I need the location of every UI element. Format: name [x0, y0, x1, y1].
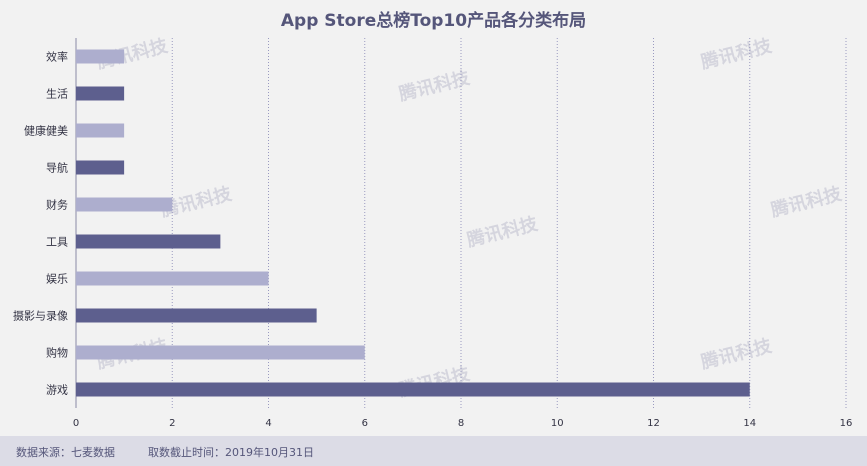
- bar: [76, 197, 173, 212]
- date-note: 取数截止时间：2019年10月31日: [148, 446, 314, 459]
- bar: [76, 160, 125, 175]
- category-label: 摄影与录像: [13, 309, 68, 323]
- bars: [76, 49, 750, 397]
- bar: [76, 345, 365, 360]
- category-label: 游戏: [46, 384, 68, 397]
- x-tick-label: 10: [551, 418, 564, 429]
- bar: [76, 308, 317, 323]
- x-tick-label: 12: [647, 418, 660, 429]
- bar: [76, 86, 125, 101]
- category-label: 娱乐: [46, 272, 68, 286]
- bar: [76, 49, 125, 64]
- chart-title: App Store总榜Top10产品各分类布局: [280, 11, 587, 31]
- x-tick-label: 0: [73, 418, 79, 429]
- category-label: 购物: [46, 346, 68, 360]
- x-tick-label: 6: [362, 418, 368, 429]
- bar: [76, 271, 269, 286]
- category-label: 工具: [46, 236, 68, 249]
- x-tick-label: 16: [840, 418, 853, 429]
- x-tick-labels: 0 2 4 6 8 10 12 14 16: [73, 418, 853, 429]
- bar: [76, 234, 221, 249]
- category-label: 导航: [46, 161, 68, 175]
- bar: [76, 382, 750, 397]
- x-tick-label: 14: [743, 418, 756, 429]
- x-tick-label: 4: [265, 418, 271, 429]
- category-label: 财务: [46, 198, 68, 212]
- category-label: 生活: [46, 87, 68, 101]
- bar: [76, 123, 125, 138]
- x-tick-label: 2: [169, 418, 175, 429]
- source-note: 数据来源：七麦数据: [16, 446, 115, 459]
- category-label: 效率: [46, 50, 68, 64]
- footer: 数据来源：七麦数据 取数截止时间：2019年10月31日: [0, 436, 867, 466]
- category-label: 健康健美: [24, 124, 68, 138]
- x-tick-label: 8: [458, 418, 464, 429]
